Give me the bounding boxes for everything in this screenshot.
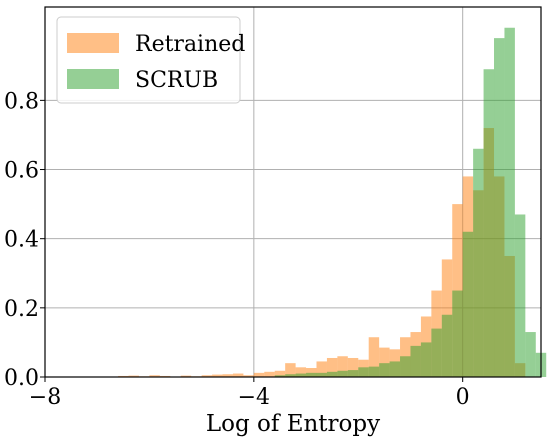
retrained-bar	[347, 357, 359, 377]
scrub-bar	[400, 356, 411, 377]
legend-label-retrained: Retrained	[135, 32, 245, 57]
legend: Retrained SCRUB	[56, 16, 245, 104]
y-tick-label: 0.2	[4, 297, 39, 322]
retrained-bar	[149, 375, 160, 377]
legend-swatch-scrub	[67, 69, 119, 89]
scrub-bar	[420, 342, 432, 377]
legend-label-scrub: SCRUB	[135, 68, 218, 93]
scrub-bar	[494, 38, 505, 378]
scrub-bar	[295, 373, 307, 377]
y-tick-label: 0.8	[4, 89, 39, 114]
scrub-bar	[473, 148, 484, 377]
retrained-bar	[306, 368, 317, 377]
x-tick-label: 0	[456, 385, 470, 410]
scrub-bar	[452, 290, 463, 377]
retrained-bar	[274, 370, 286, 377]
scrub-bar	[274, 375, 286, 377]
y-tick-label: 0.4	[4, 228, 39, 253]
retrained-bar	[368, 337, 380, 377]
retrained-bar	[180, 375, 192, 377]
scrub-bar	[379, 363, 390, 377]
scrub-bar	[326, 371, 338, 377]
x-axis-label: Log of Entropy	[206, 411, 380, 437]
scrub-bars	[274, 27, 547, 378]
scrub-bar	[347, 370, 359, 377]
retrained-bar	[379, 347, 390, 377]
axis-ticks: −8 −4 0 0.0 0.2 0.4 0.6 0.8	[4, 89, 470, 410]
y-tick-label: 0.0	[4, 366, 39, 391]
scrub-bar	[514, 214, 526, 377]
scrub-bar	[389, 361, 401, 377]
retrained-bar	[212, 374, 223, 377]
retrained-bar	[337, 356, 348, 377]
retrained-bar	[253, 372, 265, 377]
scrub-bar	[462, 231, 474, 377]
retrained-bar	[326, 357, 338, 377]
scrub-bar	[358, 367, 369, 377]
scrub-bar	[504, 27, 515, 378]
y-tick-label: 0.6	[4, 159, 39, 184]
retrained-bar	[285, 363, 296, 377]
retrained-bar	[243, 375, 254, 377]
x-tick-label: −8	[29, 385, 61, 410]
retrained-bar	[264, 371, 275, 377]
retrained-bar	[201, 375, 213, 377]
retrained-bar	[128, 375, 139, 377]
x-tick-label: −4	[238, 385, 270, 410]
retrained-bar	[232, 373, 244, 377]
scrub-bar	[441, 314, 453, 377]
scrub-bar	[525, 332, 536, 377]
scrub-bar	[306, 372, 317, 377]
retrained-bar	[222, 374, 233, 377]
scrub-bar	[483, 69, 495, 378]
plot-frame	[44, 6, 542, 378]
scrub-bar	[431, 328, 442, 377]
scrub-bar	[316, 372, 327, 377]
scrub-bar	[410, 345, 421, 377]
scrub-bar	[337, 370, 348, 377]
scrub-bar	[285, 374, 296, 377]
legend-swatch-retrained	[67, 33, 119, 53]
scrub-bar	[368, 366, 380, 377]
retrained-bar	[316, 361, 327, 377]
retrained-bar	[295, 367, 307, 377]
